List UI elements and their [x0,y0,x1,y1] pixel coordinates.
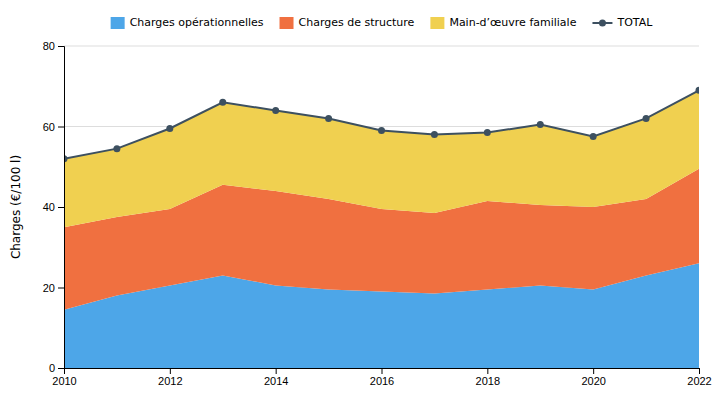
y-axis-line [58,47,65,369]
x-tick-label: 2018 [476,375,500,387]
grid-line [64,126,699,127]
x-tick: 2010 [52,368,76,387]
plot: 2010 2012 2014 2016 2018 2020 2022 0 20 40 60 80 [43,40,712,387]
x-tick: 2014 [264,368,288,387]
x-tick-label: 2012 [158,375,182,387]
legend: Charges opérationnelles Charges de struct… [111,16,654,29]
y-tick: 60 [43,121,64,133]
y-axis-title: Charges (€/100 l) [9,155,23,259]
legend-symbol [111,17,125,29]
legend-item: TOTAL [592,16,653,29]
marks [64,87,699,368]
grid-line [64,46,699,47]
y-tick: 40 [43,201,64,213]
legend-label: Charges de structure [299,16,415,29]
x-tick-mark [382,368,383,374]
y-tick-label: 20 [43,282,55,294]
x-tick-label: 2014 [264,375,288,387]
legend-symbol [430,17,444,29]
marker [696,87,700,94]
legend-label: Charges opérationnelles [130,16,264,29]
grid [64,46,699,368]
y-tick-label: 80 [43,40,55,52]
y-tick-label: 0 [49,362,55,374]
x-tick-mark [276,368,277,374]
y-tick-label: 60 [43,121,55,133]
marker [484,129,491,136]
marker [431,131,438,138]
marker [113,145,120,152]
chart: 2010 2012 2014 2016 2018 2020 2022 0 20 40 60 80 Cha… [0,0,725,400]
marker [643,115,650,122]
x-tick-mark [170,368,171,374]
legend-item: Main-d’œuvre familiale [430,16,576,29]
x-tick-mark [487,368,488,374]
y-tick-mark [58,127,64,128]
line [64,90,699,158]
y-tick-mark [58,368,64,369]
legend-item: Charges opérationnelles [111,16,264,29]
legend-symbol [280,17,294,29]
y-tick-mark [58,207,64,208]
x-tick-mark [699,368,700,374]
x-tick: 2018 [476,368,500,387]
y-tick-label: 40 [43,201,55,213]
x-tick-label: 2016 [370,375,394,387]
x-tick: 2012 [158,368,182,387]
legend-label: Main-d’œuvre familiale [449,16,576,29]
x-tick-label: 2020 [581,375,605,387]
y-tick-mark [58,46,64,47]
y-tick-mark [58,288,64,289]
y-tick: 20 [43,282,64,294]
x-tick-label: 2010 [52,375,76,387]
marker [166,125,173,132]
area [64,90,699,227]
legend-item: Charges de structure [280,16,415,29]
marker [378,127,385,134]
x-tick: 2022 [687,368,711,387]
marker [325,115,332,122]
y-tick: 0 [49,362,64,374]
marker [272,107,279,114]
marker [590,133,597,140]
x-tick: 2020 [581,368,605,387]
x-axis-line [65,369,700,375]
y-axis: 0 20 40 60 80 [43,40,65,374]
legend-symbol [599,20,606,27]
legend-label: TOTAL [616,16,653,29]
marker [537,121,544,128]
x-axis: 2010 2012 2014 2016 2018 2020 2022 [52,368,711,387]
x-tick-label: 2022 [687,375,711,387]
x-tick-mark [593,368,594,374]
x-tick: 2016 [370,368,394,387]
marker [219,99,226,106]
y-tick: 80 [43,40,64,52]
